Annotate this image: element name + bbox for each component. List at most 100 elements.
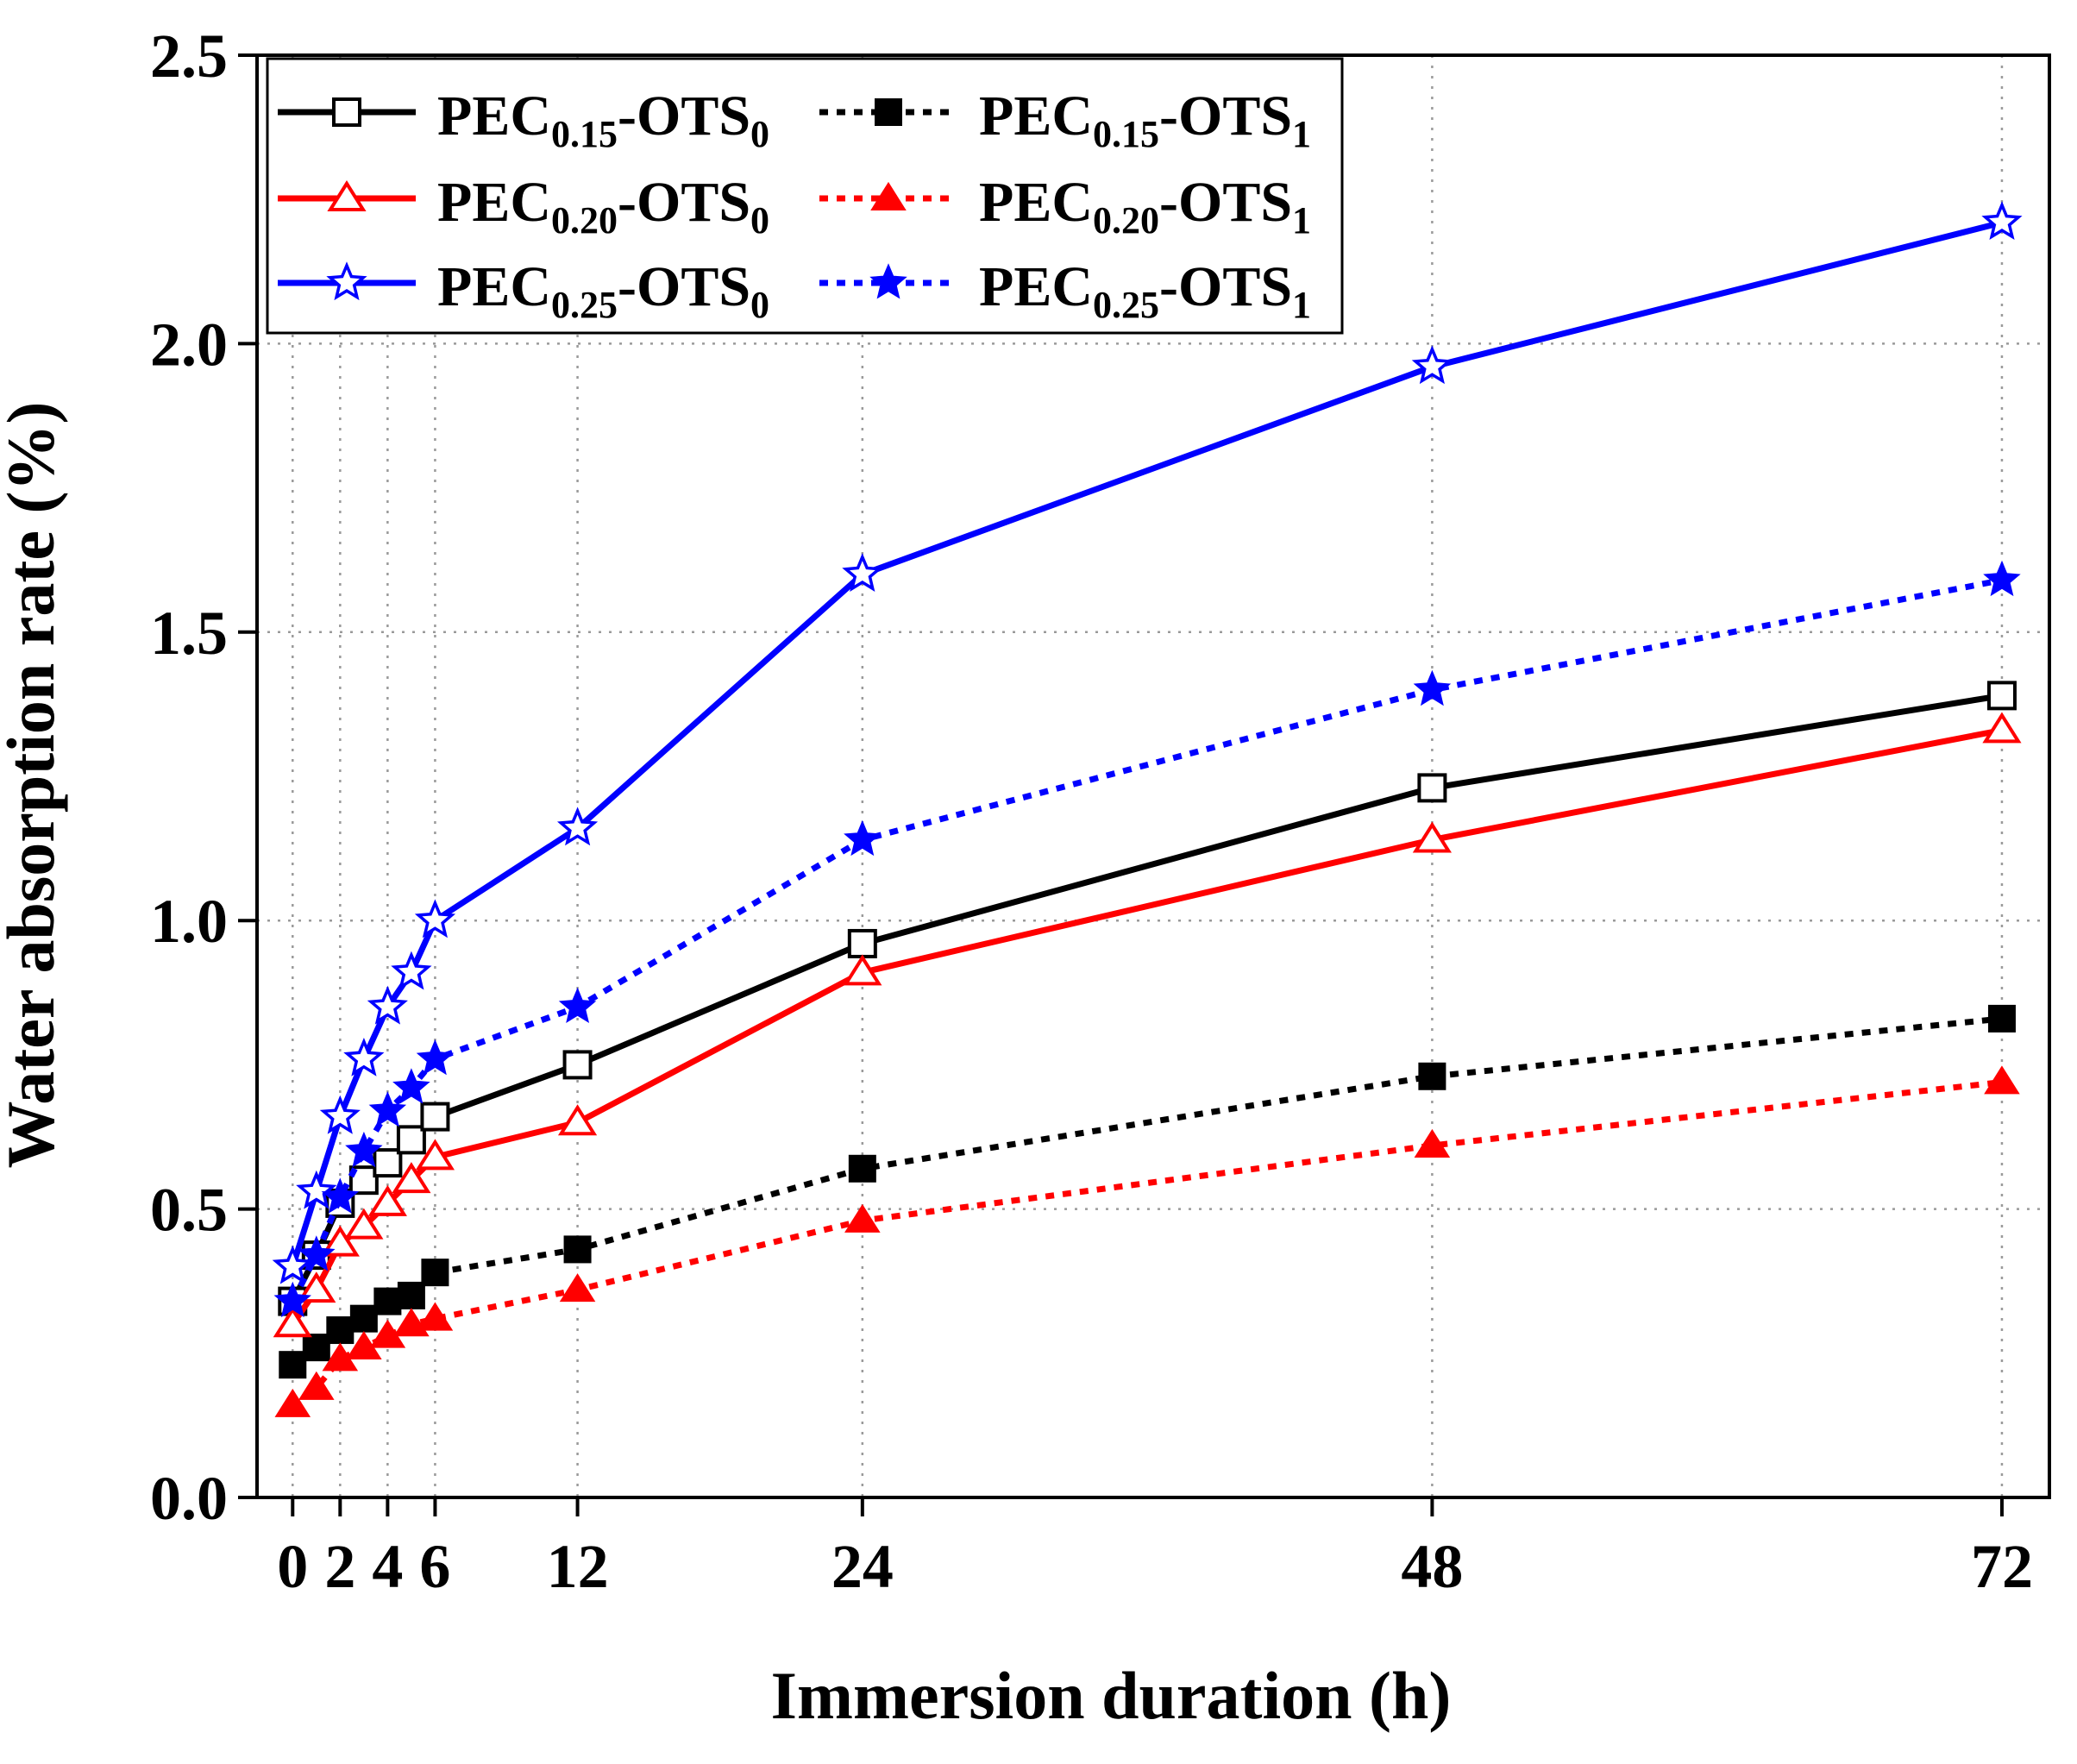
x-tick-label: 48 — [1401, 1532, 1463, 1601]
legend-label: PEC0.25-OTS0 — [437, 255, 769, 326]
data-point-triangle — [844, 1203, 881, 1233]
data-point-square — [326, 1316, 355, 1345]
x-tick-label: 4 — [372, 1532, 403, 1601]
data-point-star — [1411, 345, 1453, 385]
data-point-triangle — [843, 954, 882, 986]
data-point-star — [556, 807, 599, 846]
data-point-square — [847, 928, 877, 958]
legend-box — [266, 57, 1344, 335]
y-tick-label: 0.0 — [150, 1464, 228, 1533]
data-point-star — [842, 553, 883, 593]
data-point-triangle — [1414, 1128, 1451, 1158]
x-tick-label: 2 — [324, 1532, 355, 1601]
data-point-square — [421, 1259, 449, 1287]
data-point-star — [319, 1095, 361, 1134]
series-5 — [273, 560, 2021, 1318]
series-4 — [272, 201, 2023, 1284]
data-point-square — [1417, 773, 1447, 803]
data-point-triangle — [274, 1388, 311, 1417]
data-point-square — [348, 1165, 379, 1196]
data-point-square — [397, 1281, 425, 1309]
data-point-star — [1413, 669, 1452, 706]
data-point-square — [396, 1125, 426, 1155]
data-point-triangle — [327, 179, 367, 211]
legend-label: PEC0.15-OTS1 — [979, 85, 1311, 155]
data-point-star — [368, 1091, 407, 1127]
data-point-star — [296, 1170, 337, 1209]
data-point-triangle — [273, 1306, 312, 1338]
data-point-square — [1987, 1004, 2016, 1033]
y-tick-label: 2.0 — [150, 310, 228, 379]
data-point-triangle — [1412, 821, 1452, 853]
y-tick-label: 1.0 — [150, 887, 228, 956]
data-point-triangle — [557, 1104, 598, 1136]
data-point-triangle — [367, 1184, 407, 1216]
data-point-square — [279, 1351, 307, 1379]
data-point-star — [416, 1039, 455, 1076]
legend-item: PEC0.20-OTS0 — [278, 171, 769, 242]
data-point-star — [273, 1281, 311, 1318]
data-point-square — [1986, 681, 2017, 711]
data-point-square — [420, 1102, 450, 1132]
data-point-triangle — [320, 1225, 360, 1257]
data-point-triangle — [415, 1139, 455, 1171]
data-point-square — [332, 97, 361, 127]
data-point-star — [298, 1235, 336, 1271]
legend-item: PEC0.15-OTS1 — [819, 85, 1311, 155]
y-tick-label: 2.5 — [150, 22, 228, 91]
data-point-square — [373, 1287, 402, 1315]
data-point-star — [272, 1245, 313, 1284]
legend-item: PEC0.25-OTS1 — [819, 255, 1311, 326]
series-layer — [272, 201, 2023, 1417]
data-point-square — [302, 1334, 330, 1362]
data-point-triangle — [559, 1273, 596, 1303]
legend-item: PEC0.15-OTS0 — [278, 85, 769, 155]
legend-item: PEC0.25-OTS0 — [278, 255, 769, 326]
data-point-star — [844, 819, 882, 857]
x-tick-label: 12 — [547, 1532, 609, 1601]
x-tick-label: 24 — [831, 1532, 894, 1601]
plot-frame — [255, 53, 2051, 1499]
data-point-square — [1418, 1062, 1446, 1090]
x-axis-title: Immersion duration (h) — [771, 1658, 1452, 1733]
data-point-square — [562, 1050, 593, 1080]
data-point-square — [875, 98, 902, 126]
data-point-star — [391, 951, 432, 990]
data-point-star — [414, 899, 456, 938]
data-point-triangle — [1984, 1065, 2020, 1095]
series-2 — [273, 712, 2022, 1338]
data-point-square — [563, 1235, 592, 1264]
legend-label: PEC0.15-OTS0 — [437, 85, 769, 155]
data-point-triangle — [417, 1302, 454, 1331]
legend-label: PEC0.20-OTS0 — [437, 171, 769, 242]
data-point-star — [392, 1068, 430, 1104]
data-point-star — [321, 1177, 360, 1214]
legend-label: PEC0.25-OTS1 — [979, 255, 1311, 326]
data-point-star — [558, 987, 597, 1024]
data-point-star — [1981, 201, 2023, 240]
x-tick-label: 0 — [277, 1532, 308, 1601]
data-point-star — [869, 263, 907, 299]
data-point-star — [367, 985, 408, 1025]
data-point-triangle — [1982, 712, 2022, 744]
y-axis-title: Water absorption rate (%) — [0, 402, 68, 1169]
x-tick-label: 72 — [1971, 1532, 2033, 1601]
axes: 0 2 4 6 12 24 48 720.00.51.01.52.02.5 — [150, 22, 2051, 1601]
data-point-star — [326, 261, 367, 301]
legend-item: PEC0.20-OTS1 — [819, 171, 1311, 242]
legend: PEC0.15-OTS0 PEC0.15-OTS1 PEC0.20-OTS0 PEC0… — [266, 57, 1344, 335]
data-point-star — [345, 1131, 383, 1168]
y-tick-label: 0.5 — [150, 1176, 228, 1245]
data-point-star — [343, 1037, 385, 1077]
data-point-triangle — [298, 1371, 335, 1400]
data-point-star — [1983, 560, 2021, 597]
data-point-square — [373, 1148, 403, 1178]
data-point-square — [349, 1304, 378, 1333]
data-point-triangle — [870, 181, 907, 210]
data-point-triangle — [344, 1208, 384, 1240]
data-point-triangle — [297, 1271, 336, 1303]
x-tick-label: 6 — [419, 1532, 450, 1601]
data-point-triangle — [392, 1162, 431, 1194]
series-3 — [274, 1065, 2020, 1417]
